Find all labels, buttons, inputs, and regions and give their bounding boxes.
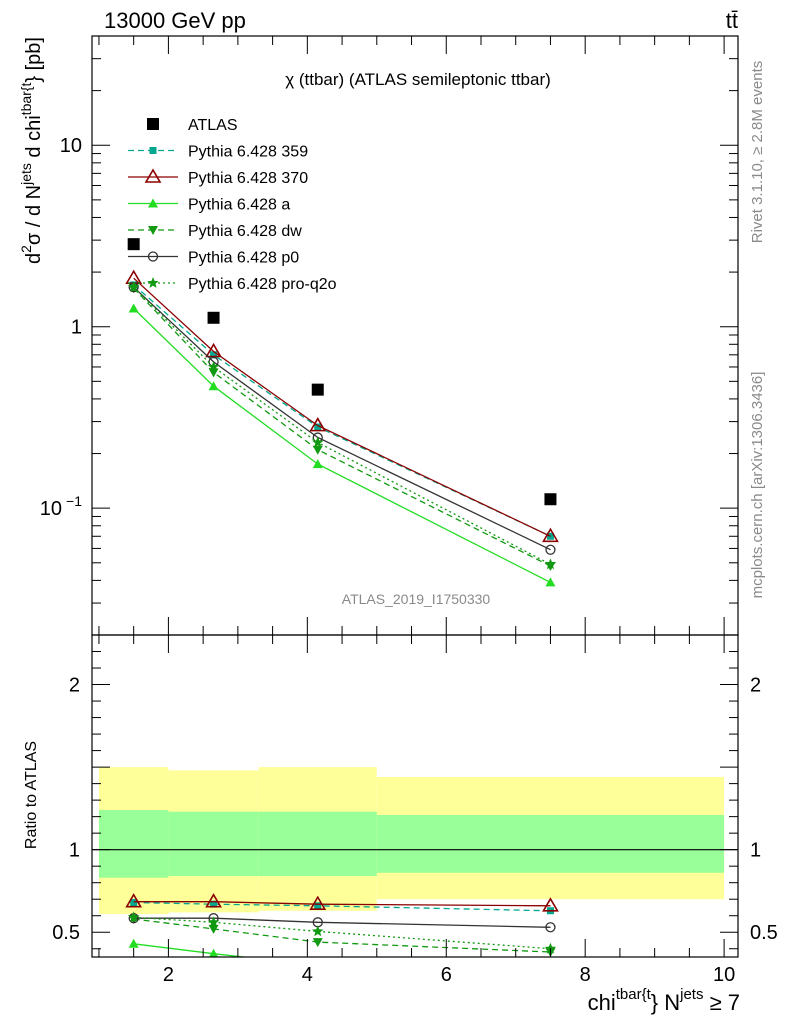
- legend-label: ATLAS: [188, 117, 238, 134]
- ratio-point-2: [313, 960, 323, 969]
- series-point-3: [208, 368, 219, 378]
- x-tick-label: 4: [302, 964, 313, 986]
- ratio-point-1: [309, 895, 327, 910]
- atlas-data-point: [544, 493, 557, 506]
- ratio-point-3: [312, 938, 323, 948]
- ratio-point-1: [125, 893, 143, 908]
- series-point-0: [314, 423, 322, 431]
- series-point-2: [128, 303, 139, 313]
- ratio-frame: [91, 634, 739, 958]
- legend-marker: [147, 277, 159, 288]
- ratio-plot-area: 2 2 1 1 0.5 0.5 2 4 6 8 10: [52, 634, 778, 986]
- atlas-data-point: [127, 238, 140, 251]
- ratio-line-2: [133, 943, 250, 957]
- main-plot-marks: [125, 238, 559, 587]
- atlas-data-point: [207, 311, 220, 324]
- ratio-point-4: [545, 922, 556, 933]
- series-point-1: [205, 342, 222, 358]
- series-point-2: [208, 381, 219, 391]
- ratio-point-0: [210, 900, 218, 908]
- x-tick-label: 10: [713, 964, 735, 986]
- ratio-point-5: [128, 911, 140, 923]
- series-point-0: [210, 351, 218, 359]
- series-point-1: [542, 527, 559, 543]
- legend-label: Pythia 6.428 a: [188, 197, 290, 214]
- legend-marker: [147, 118, 159, 130]
- ratio-point-3: [208, 924, 219, 934]
- series-point-5: [128, 281, 140, 293]
- ratio-point-5: [207, 916, 220, 928]
- ratio-line-4: [133, 917, 551, 928]
- ratio-point-1: [542, 897, 559, 912]
- legend-label: Pythia 6.428 370: [188, 170, 308, 187]
- ratio-series: [125, 893, 559, 979]
- uncertainty-band-green: [168, 811, 259, 877]
- watermark: ATLAS_2019_I1750330: [342, 591, 491, 607]
- main-title: χ (ttbar) (ATLAS semileptonic ttbar): [285, 70, 551, 89]
- series-point-2: [312, 459, 323, 469]
- y-tick-label: 10: [40, 498, 62, 520]
- series-line-2: [133, 308, 551, 583]
- ratio-line-1: [133, 901, 551, 907]
- mcplots-label: mcplots.cern.ch [arXiv:1306.3436]: [749, 372, 766, 599]
- uncertainty-band-green: [258, 811, 377, 877]
- ratio-y-tick-label: 0.5: [52, 922, 80, 944]
- series-line-5: [133, 286, 551, 565]
- legend-marker: [149, 147, 157, 154]
- series-line-4: [133, 286, 551, 551]
- series-line-0: [133, 284, 551, 537]
- legend: ATLAS Pythia 6.428 359 Pythia 6.428 370 Pyt…: [128, 117, 337, 293]
- x-tick-label: 8: [580, 964, 591, 986]
- legend-marker: [147, 251, 159, 262]
- legend-label: Pythia 6.428 359: [188, 144, 308, 161]
- ratio-point-2: [208, 948, 219, 957]
- series-line-3: [133, 287, 551, 567]
- ratio-point-2: [128, 938, 139, 948]
- ratio-line-3: [133, 918, 551, 953]
- series-point-3: [312, 445, 323, 455]
- main-ylabel: d2σ / d Njets d chitbar{t} [pb]: [18, 37, 45, 264]
- series-point-5: [312, 436, 324, 448]
- series-point-5: [544, 558, 557, 570]
- ratio-line-5: [133, 916, 551, 950]
- ratio-line-0: [133, 901, 551, 912]
- series-line-1: [133, 277, 551, 537]
- y-tick-label: 1: [71, 317, 82, 339]
- header-left: 13000 GeV pp: [104, 8, 246, 33]
- ratio-point-0: [314, 902, 322, 910]
- atlas-data-point: [311, 383, 324, 396]
- y-tick-label: 10: [60, 135, 82, 157]
- ratio-point-5: [312, 925, 324, 937]
- legend-marker: [148, 226, 158, 235]
- ratio-point-0: [130, 899, 138, 907]
- ratio-point-1: [205, 893, 222, 908]
- series-point-1: [309, 417, 327, 432]
- series-point-2: [545, 577, 556, 587]
- legend-marker: [144, 168, 162, 183]
- ratio-xlabel: chitbar{t} Njets ≥ 7: [588, 986, 740, 1015]
- ratio-y-tick-label: 1: [69, 840, 80, 862]
- y-tick-label-exponent: −1: [66, 493, 82, 509]
- x-tick-label: 6: [441, 964, 452, 986]
- ratio-point-2: [545, 970, 555, 979]
- x-tick-label: 2: [163, 964, 174, 986]
- ratio-y-tick-label-right: 1: [750, 840, 761, 862]
- legend-label: Pythia 6.428 pro-q2o: [188, 276, 337, 293]
- legend-label: Pythia 6.428 dw: [188, 223, 302, 240]
- ratio-y-tick-label-right: 0.5: [750, 922, 778, 944]
- ratio-y-tick-label: 2: [69, 675, 80, 697]
- uncertainty-band-green: [98, 810, 169, 878]
- ratio-ylabel: Ratio to ATLAS: [23, 741, 40, 849]
- legend-label: Pythia 6.428 p0: [188, 250, 299, 267]
- series-point-5: [207, 361, 220, 372]
- uncertainty-band-green: [376, 814, 725, 873]
- rivet-label: Rivet 3.1.10, ≥ 2.8M events: [749, 61, 766, 244]
- header-right: tt̄: [726, 8, 738, 33]
- ratio-y-tick-label-right: 2: [750, 675, 761, 697]
- series-point-4: [545, 544, 556, 555]
- legend-marker: [148, 198, 158, 208]
